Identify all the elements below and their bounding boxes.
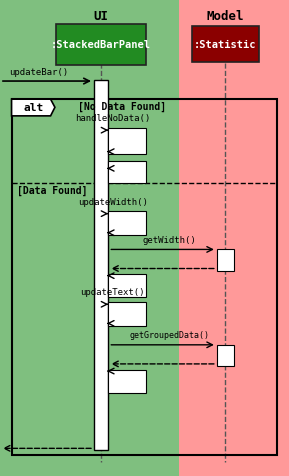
FancyBboxPatch shape (108, 129, 146, 155)
FancyBboxPatch shape (179, 0, 289, 476)
Polygon shape (12, 100, 55, 117)
Text: [No Data Found]: [No Data Found] (78, 102, 166, 112)
FancyBboxPatch shape (108, 302, 146, 326)
FancyBboxPatch shape (108, 275, 146, 298)
Text: UI: UI (94, 10, 109, 23)
Text: getGroupedData(): getGroupedData() (129, 330, 209, 339)
FancyBboxPatch shape (56, 25, 146, 66)
Text: :Statistic: :Statistic (194, 40, 257, 50)
Text: updateText(): updateText() (80, 288, 145, 297)
FancyBboxPatch shape (217, 345, 234, 367)
FancyBboxPatch shape (192, 28, 259, 63)
FancyBboxPatch shape (94, 81, 108, 450)
Text: [Data Found]: [Data Found] (17, 185, 88, 196)
Text: getWidth(): getWidth() (142, 235, 196, 244)
FancyBboxPatch shape (0, 0, 179, 476)
FancyBboxPatch shape (108, 370, 146, 393)
Text: updateWidth(): updateWidth() (78, 197, 148, 206)
Text: Model: Model (207, 10, 244, 23)
Text: handleNoData(): handleNoData() (75, 114, 150, 123)
Text: updateBar(): updateBar() (9, 68, 68, 77)
FancyBboxPatch shape (108, 162, 146, 183)
Text: alt: alt (23, 103, 43, 113)
FancyBboxPatch shape (108, 212, 146, 236)
Text: :StackedBarPanel: :StackedBarPanel (51, 40, 151, 50)
FancyBboxPatch shape (217, 250, 234, 271)
